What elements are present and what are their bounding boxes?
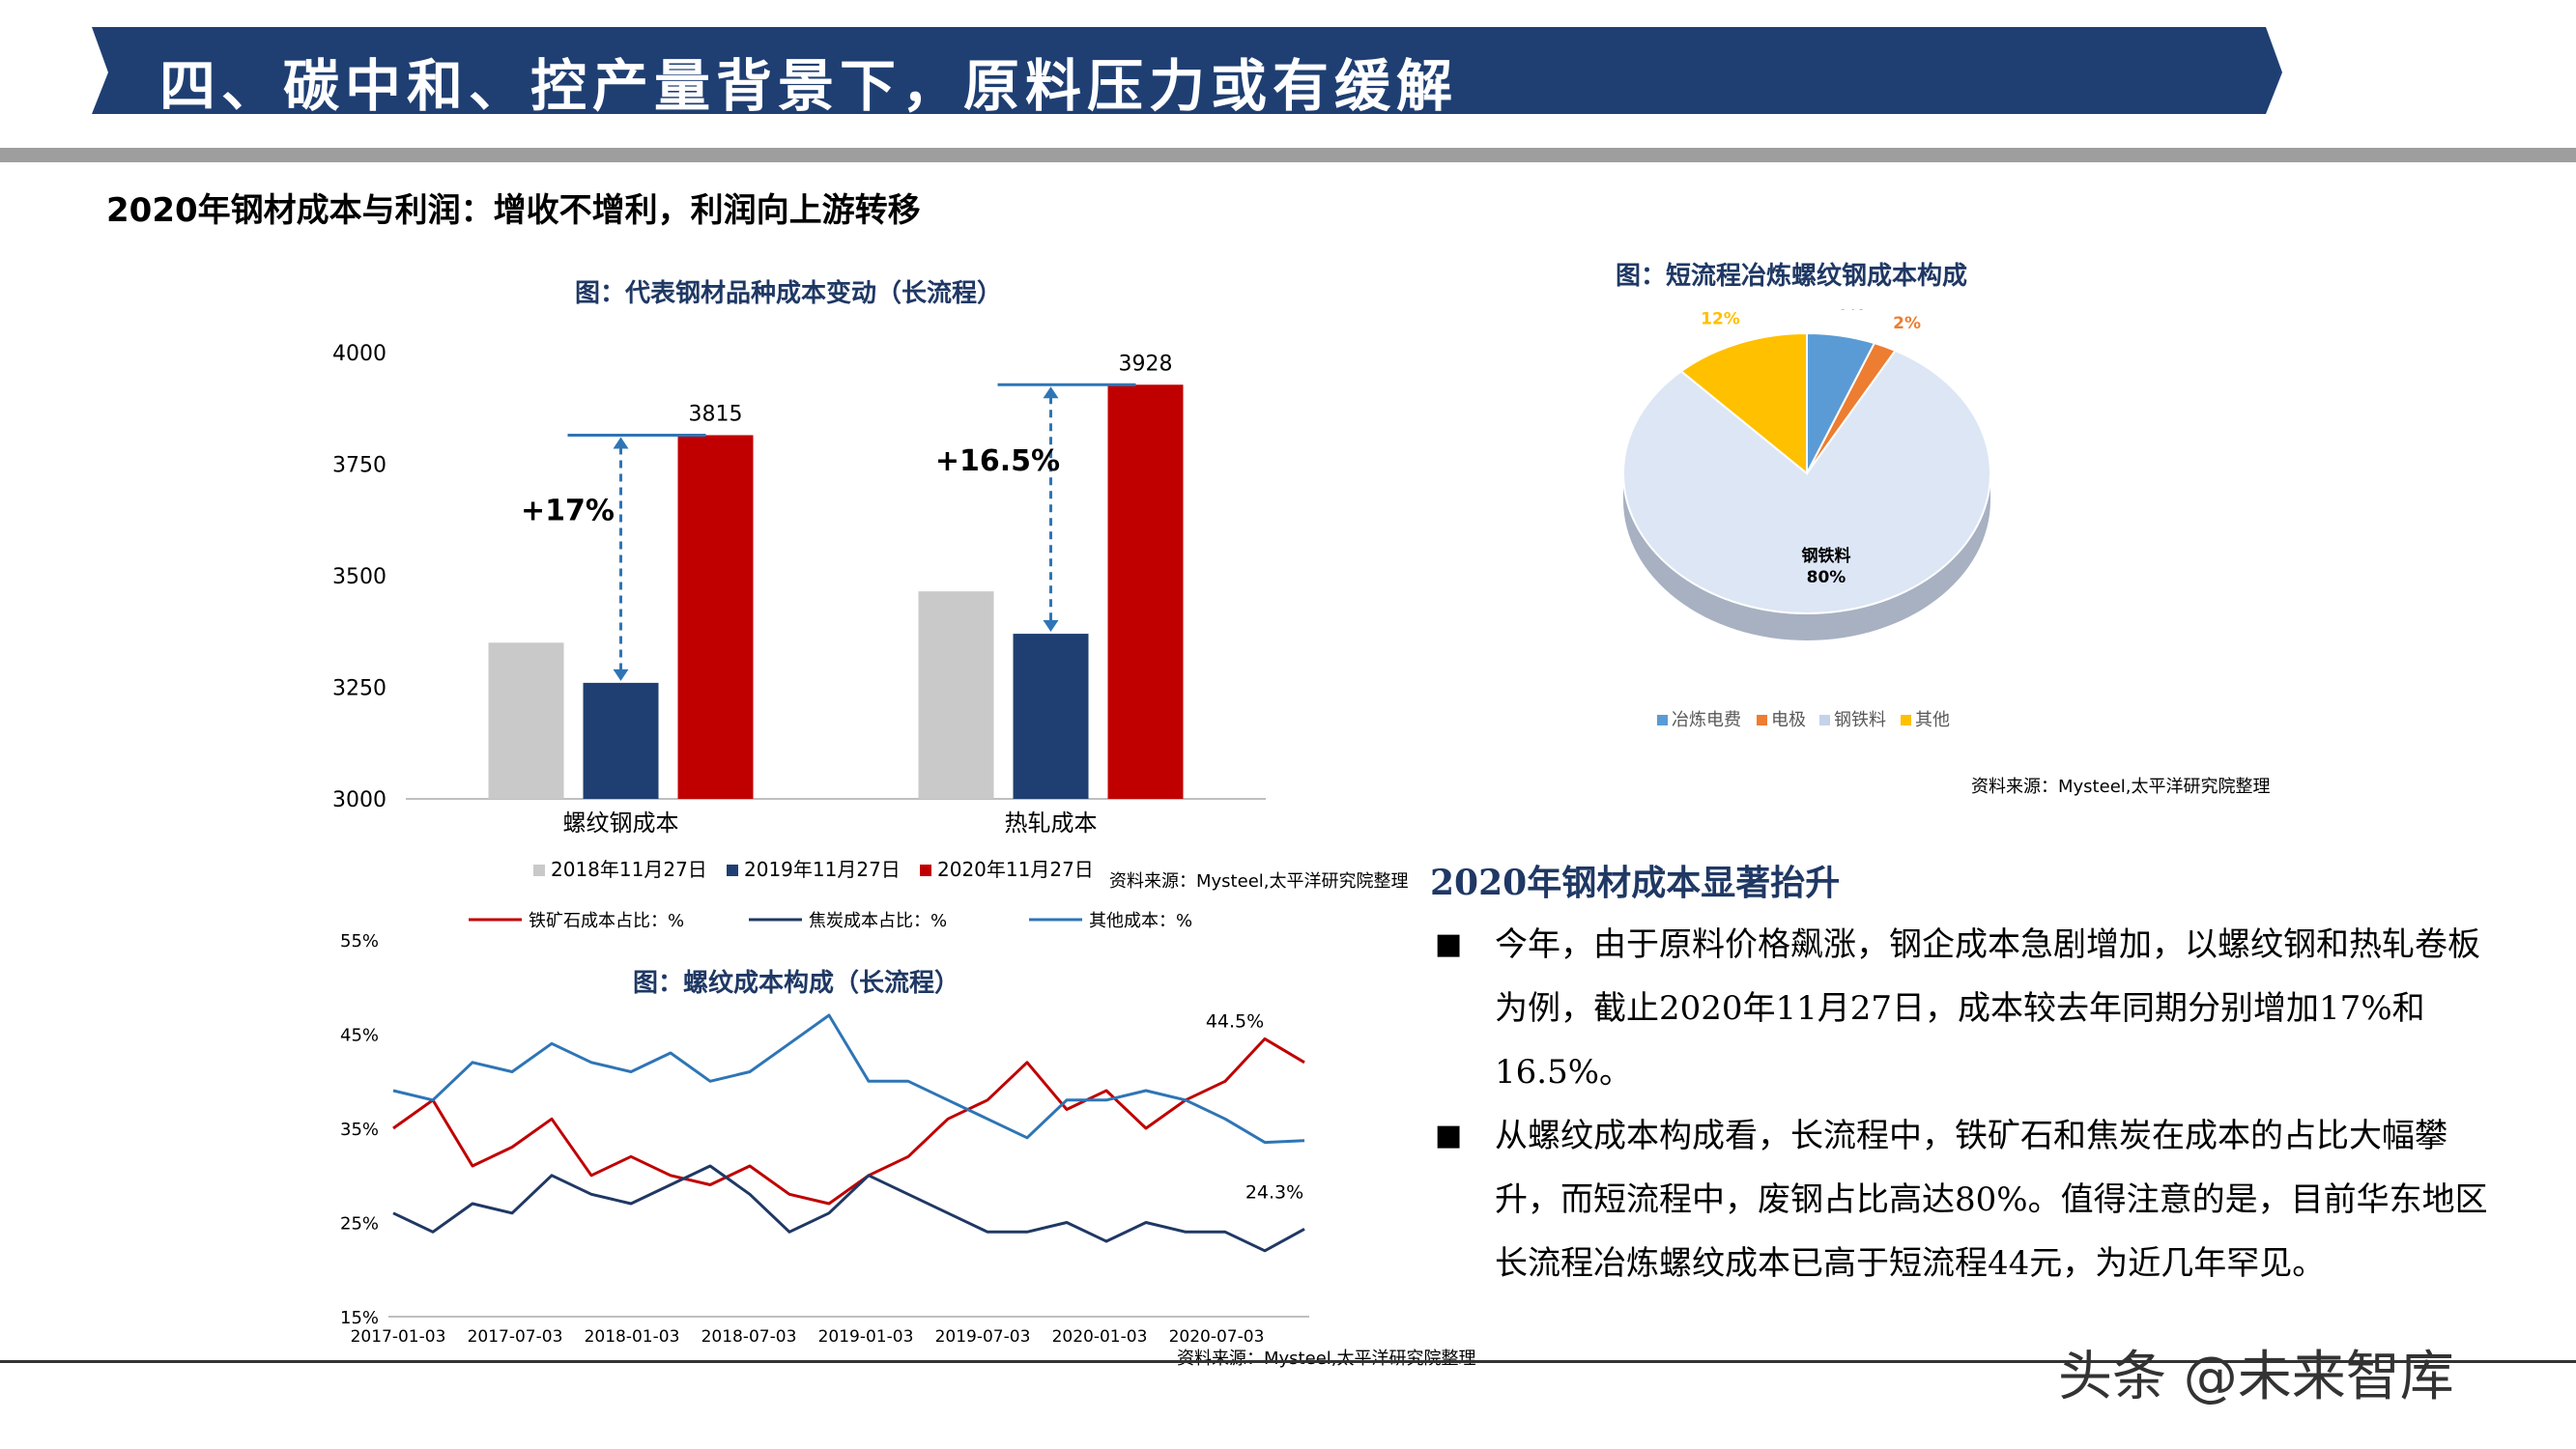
legend-label: 钢铁料 — [1834, 710, 1886, 730]
arrow-head-down — [613, 668, 629, 681]
bar-1-3 — [677, 435, 754, 799]
x-tick-label: 2017-01-03 — [351, 1327, 446, 1347]
pie-label-value: 2% — [1893, 314, 1921, 333]
arrow-head-up — [613, 437, 629, 449]
x-tick-label: 2018-07-03 — [701, 1327, 797, 1347]
title-divider — [0, 148, 2576, 162]
legend-label: 其他成本：% — [1089, 911, 1192, 931]
x-tick-label: 2020-07-03 — [1169, 1327, 1265, 1347]
bar-2-1 — [918, 591, 994, 799]
y-tick-label: 3000 — [332, 788, 386, 812]
pie-label-value: 80% — [1807, 568, 1846, 587]
footer-line — [0, 1360, 2576, 1363]
y-tick-label: 3500 — [332, 565, 386, 589]
text-heading: 2020年钢材成本显著抬升 — [1430, 863, 1841, 903]
bullet-item-1: ■ 今年，由于原料价格飙涨，钢企成本急剧增加，以螺纹钢和热轧卷板为例，截止202… — [1435, 913, 2488, 1104]
bullet-square-icon: ■ — [1435, 1119, 1463, 1152]
bar-2-2 — [1013, 634, 1089, 799]
legend-swatch — [727, 865, 738, 876]
legend-label: 2020年11月27日 — [937, 858, 1094, 881]
legend-label: 冶炼电费 — [1672, 710, 1741, 730]
legend-swatch — [1757, 715, 1767, 725]
x-tick-label: 2018-01-03 — [585, 1327, 680, 1347]
series-line-2 — [392, 1164, 1305, 1253]
y-tick-label: 35% — [340, 1120, 379, 1140]
data-label: 24.3% — [1245, 1181, 1303, 1203]
bullet-text-1: 今年，由于原料价格飙涨，钢企成本急剧增加，以螺纹钢和热轧卷板为例，截止2020年… — [1495, 925, 2480, 1092]
bullet-square-icon: ■ — [1435, 927, 1463, 961]
y-tick-label: 4000 — [332, 342, 386, 366]
y-tick-label: 55% — [340, 931, 379, 952]
x-tick-label: 2019-07-03 — [935, 1327, 1031, 1347]
y-tick-label: 3250 — [332, 677, 386, 701]
bar-chart: 3000 3250 3500 3750 4000 螺纹钢成本 +17% 3815 热轧成本 +16… — [332, 342, 1266, 881]
data-label: 3815 — [689, 402, 743, 426]
x-tick-label: 螺纹钢成本 — [563, 810, 679, 837]
data-label: 3928 — [1119, 352, 1173, 376]
watermark: 头条 @未来智库 — [2058, 1346, 2454, 1408]
pie-slice-4 — [1679, 331, 1808, 476]
x-tick-label: 2019-01-03 — [818, 1327, 914, 1347]
pie-label-value: 6% — [1837, 309, 1865, 315]
y-tick-label: 3750 — [332, 454, 386, 478]
series-line-3 — [392, 1013, 1305, 1145]
line-chart-title: 图：螺纹成本构成（长流程） — [633, 969, 960, 998]
x-tick-label: 2017-07-03 — [468, 1327, 563, 1347]
x-tick-label: 2020-01-03 — [1052, 1327, 1148, 1347]
change-annotation: +17% — [521, 495, 615, 528]
x-tick-label: 热轧成本 — [1005, 810, 1098, 837]
pie-label-name: 电极 — [1891, 309, 1924, 312]
line-chart-source: 资料来源：Mysteel,太平洋研究院整理 — [1177, 1349, 1476, 1369]
legend-swatch — [920, 865, 931, 876]
arrow-head-down — [1043, 620, 1059, 633]
pie-chart-title: 图：短流程冶炼螺纹钢成本构成 — [1616, 262, 1968, 291]
bar-chart-source: 资料来源：Mysteel,太平洋研究院整理 — [1109, 871, 1409, 892]
bullet-text-2: 从螺纹成本构成看，长流程中，铁矿石和焦炭在成本的占比大幅攀升，而短流程中，废钢占… — [1495, 1117, 2488, 1283]
bar-1-2 — [583, 682, 659, 799]
arrow-head-up — [1043, 386, 1059, 399]
change-annotation: +16.5% — [935, 444, 1060, 478]
bullet-item-2: ■ 从螺纹成本构成看，长流程中，铁矿石和焦炭在成本的占比大幅攀升，而短流程中，废… — [1435, 1104, 2488, 1295]
y-tick-label: 45% — [340, 1026, 379, 1046]
legend-label: 其他 — [1915, 710, 1950, 730]
y-tick-label: 25% — [340, 1214, 379, 1235]
legend-swatch — [1901, 715, 1911, 725]
legend-label: 2018年11月27日 — [551, 858, 707, 881]
pie-label-value: 12% — [1701, 309, 1740, 328]
pie-label-name: 钢铁料 — [1802, 546, 1851, 566]
legend-label: 2019年11月27日 — [744, 858, 901, 881]
title-banner — [92, 27, 2282, 114]
pie-chart-source: 资料来源：Mysteel,太平洋研究院整理 — [1971, 777, 2271, 797]
data-label: 44.5% — [1206, 1010, 1264, 1032]
legend-label: 焦炭成本占比：% — [809, 911, 947, 931]
legend-swatch — [1819, 715, 1830, 725]
page-title: 四、碳中和、控产量背景下，原料压力或有缓解 — [159, 53, 1459, 119]
series-line-1 — [392, 1037, 1305, 1206]
pie-depth — [1623, 473, 1990, 640]
legend-label: 铁矿石成本占比：% — [529, 911, 684, 931]
bar-2-3 — [1107, 384, 1184, 799]
pie-slice-3 — [1622, 349, 1991, 614]
y-tick-label: 15% — [340, 1308, 379, 1328]
bar-chart-title: 图：代表钢材品种成本变动（长流程） — [575, 279, 1003, 308]
line-chart: 铁矿石成本占比：% 焦炭成本占比：% 其他成本：% 15% 25% 35% 45% 55% 20… — [340, 911, 1309, 1347]
legend-swatch — [1657, 715, 1668, 725]
section-subtitle: 2020年钢材成本与利润：增收不增利，利润向上游转移 — [106, 191, 921, 230]
bar-1-1 — [488, 642, 564, 799]
legend-label: 电极 — [1771, 710, 1806, 730]
legend-swatch — [533, 865, 545, 876]
